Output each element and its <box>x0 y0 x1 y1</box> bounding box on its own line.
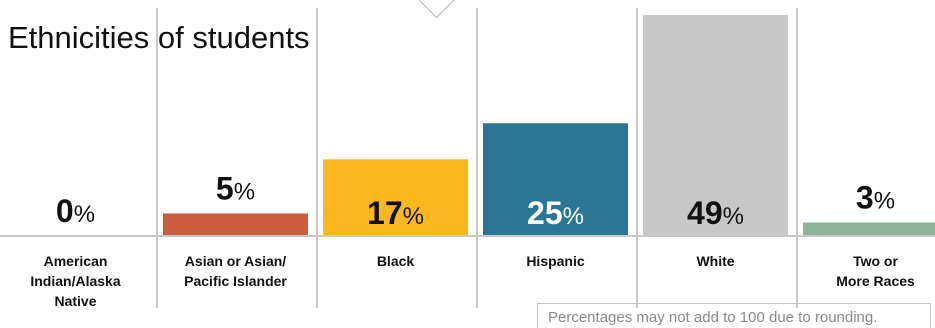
value-label: 0% <box>56 193 95 229</box>
rounding-note: Percentages may not add to 100 due to ro… <box>537 303 931 328</box>
value-label: 5% <box>216 170 255 206</box>
value-label: 17% <box>367 195 424 231</box>
category-label: Asian or Asian/Pacific Islander <box>184 253 287 289</box>
category-label: American Indian/Alaska Native <box>30 253 120 309</box>
value-label: 25% <box>527 195 584 231</box>
bar <box>803 222 935 236</box>
value-label: 49% <box>687 195 744 231</box>
chart-title: Ethnicities of students <box>8 20 310 55</box>
category-label: Two or More Races <box>836 253 915 289</box>
category-label: White <box>696 253 734 269</box>
category-label: Hispanic <box>526 253 585 269</box>
bar <box>483 123 628 236</box>
category-label: Black <box>377 253 415 269</box>
bar <box>643 15 788 236</box>
bar <box>163 213 308 236</box>
bar <box>323 159 468 236</box>
value-label: 3% <box>856 179 895 215</box>
